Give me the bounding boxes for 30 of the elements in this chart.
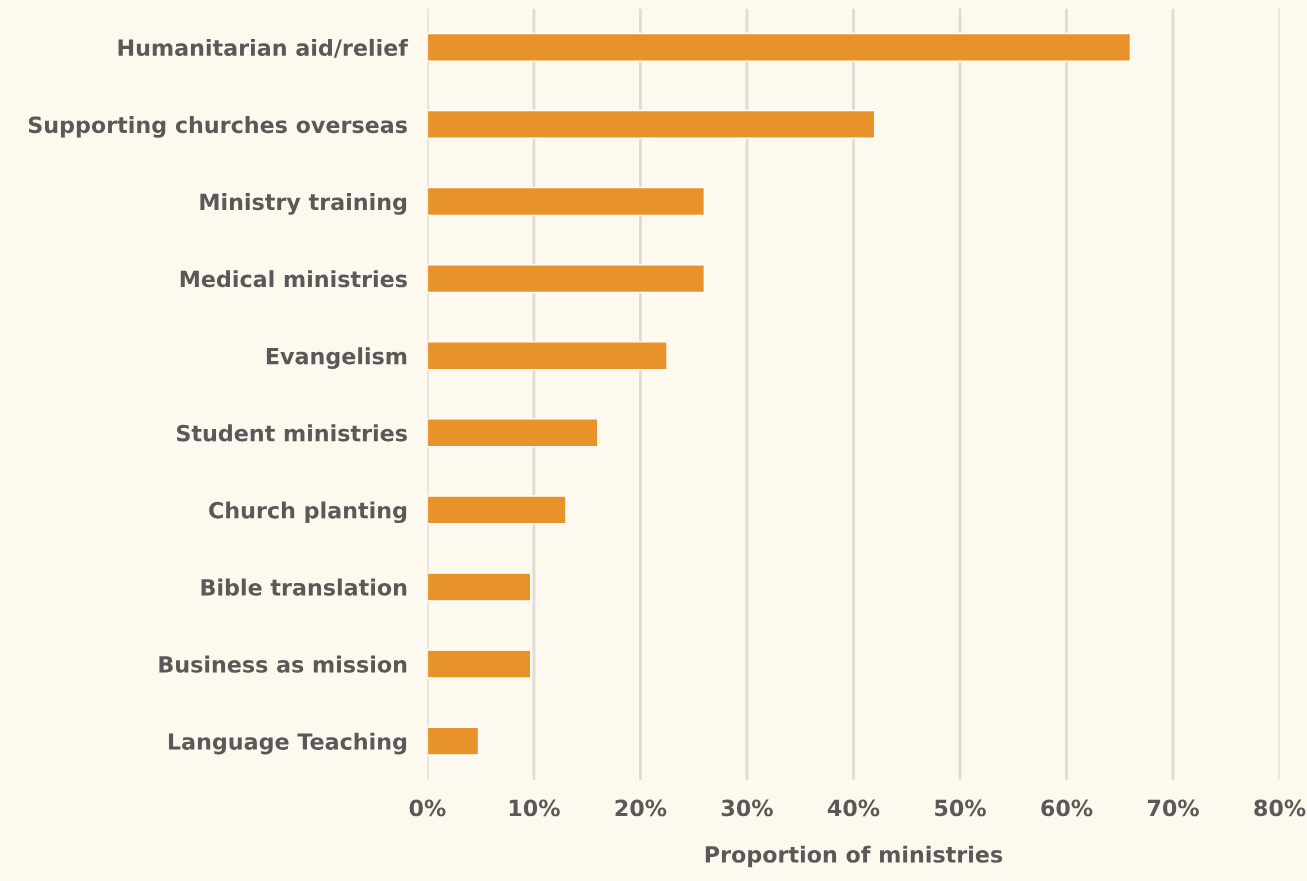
y-tick-label: Bible translation [201,578,407,596]
x-axis-title: Proportion of ministries [705,845,1003,868]
bar [427,186,706,217]
x-tick-label: 20% [615,799,667,817]
y-tick-label: Business as mission [159,655,407,673]
y-tick-label: Evangelism [266,347,407,369]
bar [427,32,1132,62]
x-tick-label: 30% [721,799,773,817]
x-tick-label: 40% [827,799,880,817]
x-tick-label: 70% [1147,799,1199,817]
bar [427,341,668,371]
bar [427,109,876,140]
y-tick-label: Ministry training [200,193,407,215]
x-tick-label: 80% [1254,799,1306,817]
y-tick-label: Language Teaching [168,732,407,755]
x-tick-label: 10% [509,799,560,817]
bar [427,726,480,756]
bar [427,264,706,294]
bar [427,572,532,602]
y-tick-label: Humanitarian aid/relief [118,38,409,58]
y-tick-label: Student ministries [177,424,407,442]
bar [427,495,567,525]
x-tick-label: 0% [409,799,446,817]
y-tick-label: Supporting churches overseas [28,116,407,138]
y-tick-label: Medical ministries [180,270,407,288]
bar [427,649,532,679]
x-tick-label: 60% [1041,799,1093,817]
bar [427,418,599,448]
y-tick-label: Church planting [209,501,407,524]
x-tick-label: 50% [935,799,986,817]
